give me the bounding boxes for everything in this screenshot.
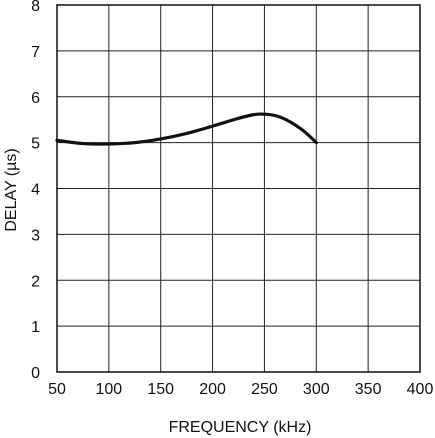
x-tick-label-350: 350 xyxy=(355,381,382,398)
x-tick-label-200: 200 xyxy=(199,381,226,398)
y-tick-label-5: 5 xyxy=(31,136,40,153)
x-axis-title: FREQUENCY (kHz) xyxy=(169,419,312,436)
series-line-0 xyxy=(55,112,318,146)
y-tick-label-6: 6 xyxy=(31,90,40,107)
x-tick-label-50: 50 xyxy=(48,381,66,398)
frame-layer xyxy=(56,4,421,373)
y-tick-label-4: 4 xyxy=(31,182,40,199)
x-tick-label-400: 400 xyxy=(407,381,434,398)
y-tick-label-2: 2 xyxy=(31,273,40,290)
tick-label-layer: 50 100 150 200 250 300 350 400 0 1 2 3 4 5 6 7 8 xyxy=(31,0,433,398)
x-tick-label-250: 250 xyxy=(251,381,278,398)
y-tick-label-0: 0 xyxy=(31,365,40,382)
y-tick-label-7: 7 xyxy=(31,44,40,61)
x-tick-label-300: 300 xyxy=(303,381,330,398)
series-layer xyxy=(55,112,318,146)
y-axis-title: DELAY (µs) xyxy=(3,148,20,231)
plot-frame xyxy=(56,4,421,373)
x-tick-label-100: 100 xyxy=(96,381,123,398)
x-tick-label-150: 150 xyxy=(147,381,174,398)
grid-layer xyxy=(57,5,420,372)
y-tick-label-3: 3 xyxy=(31,227,40,244)
y-tick-label-8: 8 xyxy=(31,0,40,15)
y-tick-label-1: 1 xyxy=(31,319,40,336)
